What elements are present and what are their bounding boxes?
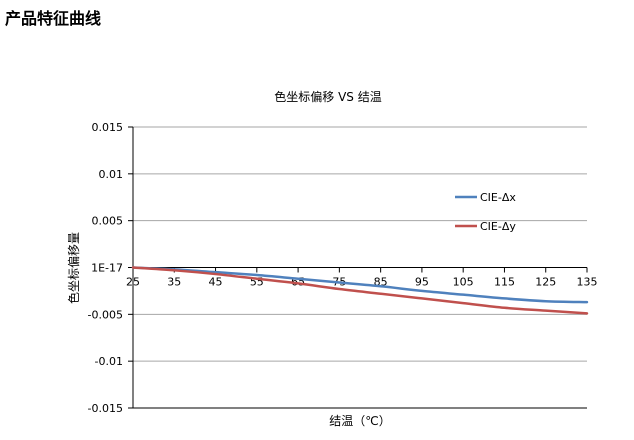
chart-title: 色坐标偏移 VS 结温 (274, 89, 381, 104)
x-tick-label: 95 (415, 276, 429, 289)
x-tick-label: 25 (126, 276, 140, 289)
x-tick-label: 125 (535, 276, 556, 289)
x-tick-label: 35 (167, 276, 181, 289)
x-tick-label: 115 (494, 276, 515, 289)
y-tick-label: -0.005 (88, 308, 123, 321)
y-tick-label: 1E-17 (91, 262, 123, 275)
y-tick-label: 0.01 (99, 168, 124, 181)
section-heading: 产品特征曲线 (5, 9, 102, 28)
x-tick-label: 45 (209, 276, 223, 289)
axes (132, 127, 587, 409)
y-tick-label: -0.015 (88, 402, 123, 415)
x-axis-ticks: 25 35 45 55 65 75 85 95 105 115 125 135 (126, 267, 598, 289)
y-tick-label: 0.005 (92, 215, 124, 228)
y-axis-ticks: 0.015 0.01 0.005 1E-17 -0.005 -0.01 -0.015 (88, 121, 133, 415)
x-tick-label: 105 (453, 276, 474, 289)
legend-label-0: CIE-Δx (480, 191, 516, 204)
y-axis-label: 色坐标偏移量 (66, 232, 81, 304)
y-tick-label: -0.01 (95, 355, 123, 368)
series-line-1 (131, 266, 589, 315)
series-line-0 (131, 266, 589, 304)
y-tick-label: 0.015 (92, 121, 124, 134)
legend: CIE-Δx CIE-Δy (455, 191, 516, 233)
legend-label-1: CIE-Δy (480, 220, 516, 233)
x-axis-label: 结温（℃） (329, 414, 390, 428)
series-lines (131, 266, 589, 315)
x-tick-label: 135 (577, 276, 598, 289)
